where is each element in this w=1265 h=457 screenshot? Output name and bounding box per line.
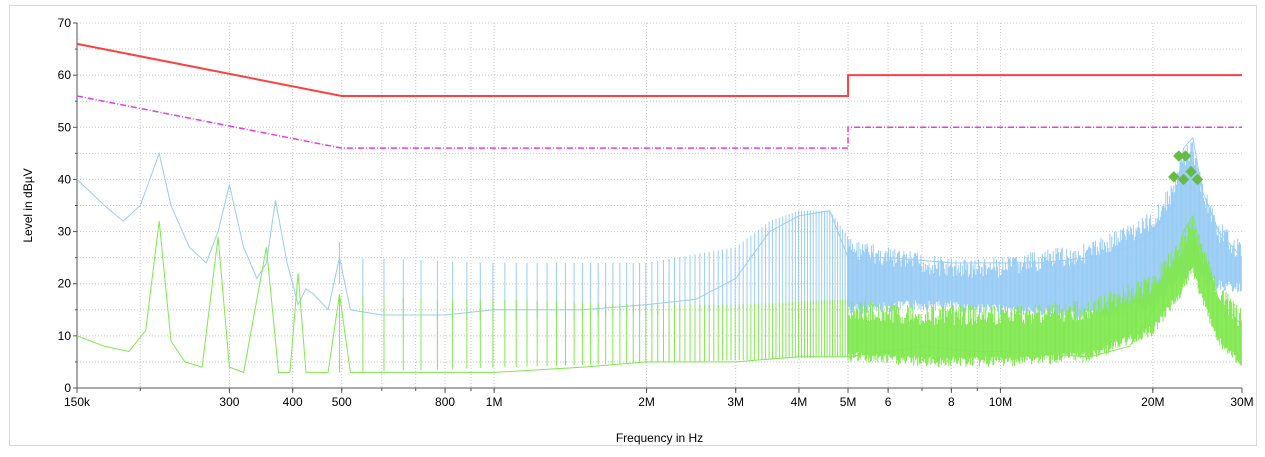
x-tick-label: 6: [885, 395, 892, 409]
measurement-marker: [1191, 173, 1204, 186]
limit-line-magenta: [76, 95, 1242, 149]
measurement-marker: [1179, 150, 1192, 162]
y-tick-label: 50: [58, 120, 72, 134]
measurement-marker: [1177, 173, 1190, 186]
x-tick-label: 20M: [1141, 395, 1164, 409]
x-tick-label: 500: [332, 395, 352, 409]
x-tick-label: 1M: [486, 395, 503, 409]
x-tick-label: 300: [219, 395, 239, 409]
x-axis-title: Frequency in Hz: [616, 431, 703, 445]
measurement-marker: [1168, 171, 1180, 183]
measurement-marker: [1185, 165, 1197, 178]
x-tick-label: 3M: [727, 395, 744, 409]
y-tick-label: 0: [64, 381, 71, 395]
y-tick-label: 10: [58, 329, 72, 343]
x-tick-label: 8: [948, 395, 955, 409]
y-tick-label: 60: [58, 68, 72, 82]
y-axis-title: Level in dBµV: [21, 168, 35, 242]
x-tick-label: 2M: [638, 395, 655, 409]
chart-frame: 0 10 20 30 40 50 60 70 150k 300 400 500 800 1M 2M 3M 4M 5…: [9, 5, 1257, 446]
chart-svg: 0 10 20 30 40 50 60 70 150k 300 400 500 800 1M 2M 3M 4M 5…: [21, 16, 1254, 445]
x-tick-label: 4M: [791, 395, 808, 409]
x-tick-label: 400: [283, 395, 303, 409]
x-tick-label: 10M: [989, 395, 1012, 409]
y-tick-label: 30: [58, 225, 72, 239]
limit-line-red: [76, 42, 1242, 97]
y-tick-label: 70: [58, 16, 72, 30]
x-tick-label: 5M: [840, 395, 857, 409]
x-tick-label: 800: [435, 395, 455, 409]
x-tick-label: 150k: [64, 395, 91, 409]
y-tick-label: 20: [58, 277, 72, 291]
x-tick-label: 30M: [1230, 395, 1253, 409]
y-tick-label: 40: [58, 172, 72, 186]
